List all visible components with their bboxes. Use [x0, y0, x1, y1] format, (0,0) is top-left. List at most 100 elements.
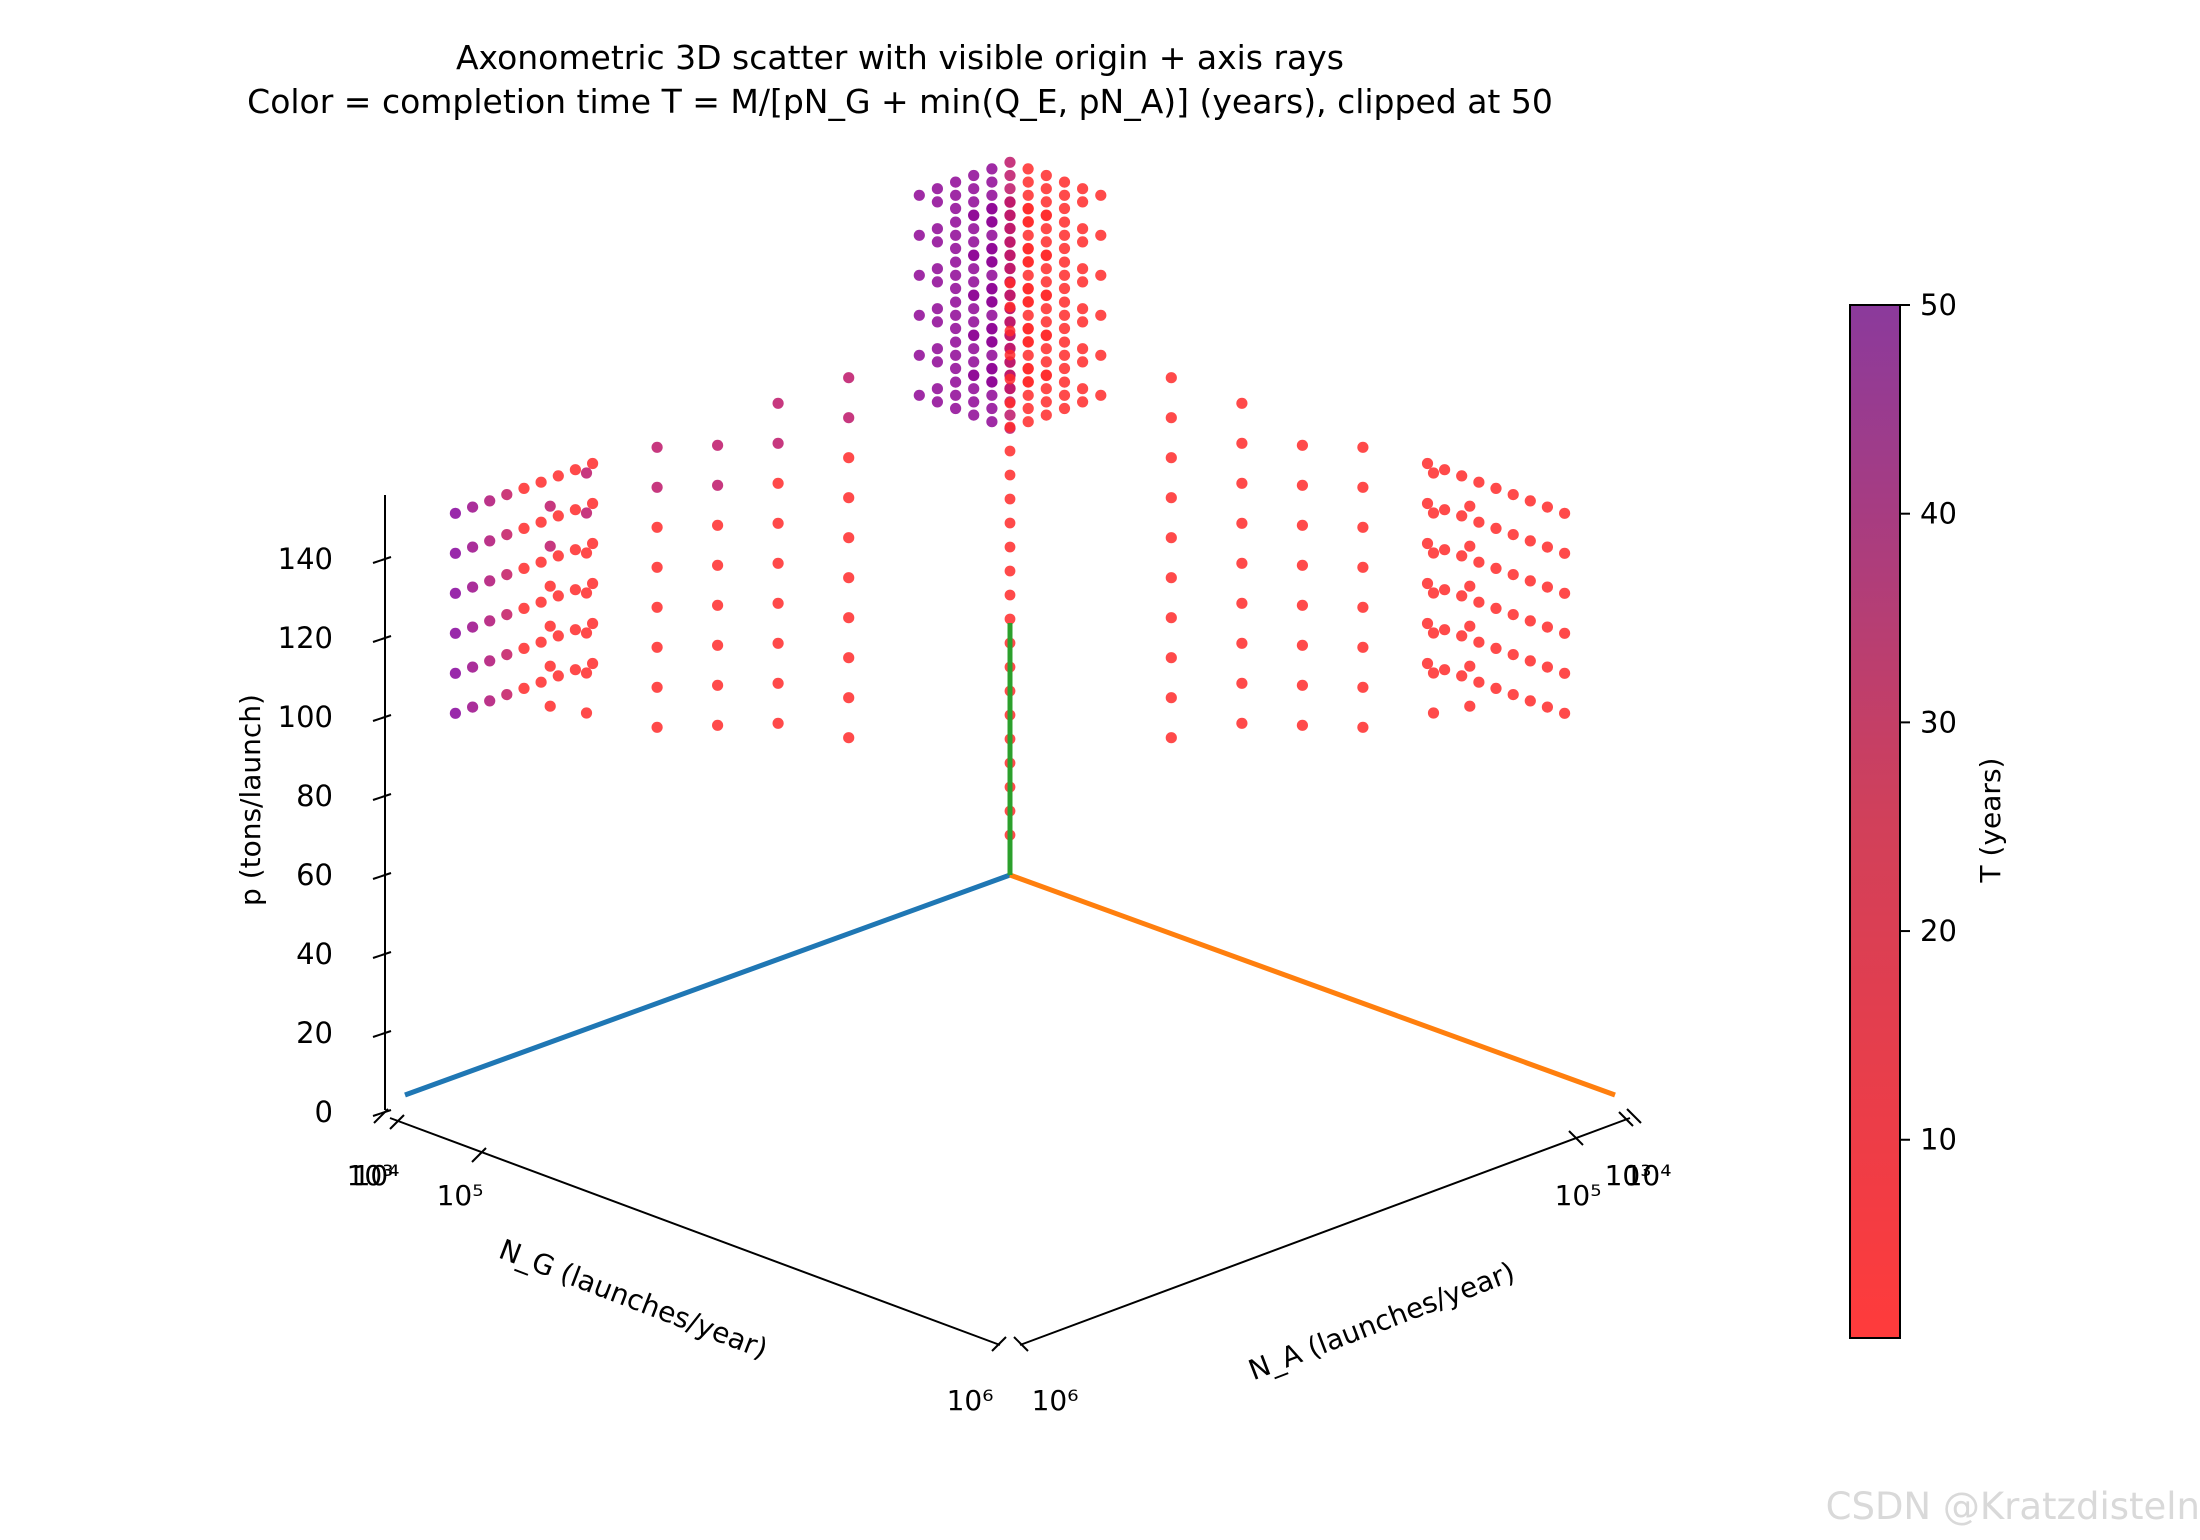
data-point: [1095, 349, 1107, 361]
data-point: [1507, 489, 1519, 501]
data-point: [1095, 389, 1107, 401]
data-point: [950, 349, 962, 361]
data-point: [950, 376, 962, 388]
data-point: [651, 481, 663, 493]
data-point: [772, 717, 784, 729]
data-point: [1165, 612, 1177, 624]
data-point: [913, 189, 925, 201]
colorbar-tick-label: 40: [1920, 497, 1957, 531]
data-point: [968, 356, 980, 368]
data-point: [1456, 630, 1468, 642]
data-point: [986, 296, 998, 308]
data-point: [1004, 183, 1016, 195]
data-point: [1004, 565, 1016, 577]
data-point: [1541, 701, 1553, 713]
data-point: [1165, 412, 1177, 424]
data-point: [772, 477, 784, 489]
data-point: [950, 309, 962, 321]
data-point: [772, 517, 784, 529]
data-point: [1004, 289, 1016, 301]
data-point: [449, 627, 461, 639]
data-point: [950, 322, 962, 335]
data-point: [1439, 464, 1451, 476]
data-point: [1456, 470, 1468, 482]
data-point: [913, 229, 925, 241]
data-point: [1427, 627, 1440, 639]
NG-tick: [471, 1147, 487, 1163]
data-point: [1022, 322, 1034, 335]
data-point: [1058, 176, 1071, 188]
data-point: [449, 547, 461, 559]
data-point: [1296, 599, 1308, 611]
data-point: [1004, 262, 1016, 274]
data-point: [535, 676, 547, 688]
data-point: [1464, 580, 1476, 592]
data-point: [484, 575, 496, 587]
data-point: [1058, 309, 1071, 321]
data-point: [1058, 389, 1071, 401]
data-point: [544, 540, 556, 552]
data-point: [772, 557, 784, 569]
data-point: [1357, 641, 1369, 653]
data-point: [651, 521, 663, 533]
data-point: [535, 636, 547, 648]
data-point: [1040, 316, 1052, 328]
data-point: [1040, 369, 1052, 381]
data-point: [449, 707, 461, 719]
data-point: [986, 242, 998, 255]
data-point: [1296, 719, 1308, 731]
data-point: [484, 655, 496, 667]
data-point: [1058, 402, 1071, 415]
data-point: [968, 329, 980, 341]
data-point: [569, 544, 582, 556]
z-tick: [372, 1109, 392, 1117]
NA-tick: [1013, 1336, 1029, 1352]
data-point: [552, 550, 564, 562]
data-point: [1077, 356, 1089, 368]
data-point: [1559, 507, 1571, 519]
data-point: [1058, 269, 1071, 281]
data-point: [950, 336, 962, 348]
data-point: [587, 457, 599, 470]
data-point: [712, 439, 724, 451]
data-point: [518, 682, 530, 695]
data-point: [1357, 561, 1369, 573]
data-point: [1357, 521, 1369, 533]
data-point: [1004, 589, 1016, 601]
data-point: [843, 652, 855, 664]
data-point: [1296, 559, 1308, 571]
data-point: [544, 580, 556, 592]
data-point: [1559, 667, 1571, 679]
data-point: [552, 670, 564, 682]
data-point: [968, 369, 980, 381]
colorbar-label: T (years): [1974, 758, 2007, 884]
data-point: [1357, 721, 1369, 733]
data-point: [986, 416, 998, 428]
z-tick-label: 60: [296, 858, 333, 892]
data-point: [1004, 613, 1016, 625]
data-point: [931, 316, 944, 328]
data-point: [1022, 416, 1034, 428]
data-point: [580, 507, 593, 519]
data-point: [1058, 242, 1071, 255]
data-point: [968, 169, 980, 182]
data-point: [986, 216, 998, 228]
data-point: [1004, 209, 1016, 221]
NA-tick-label: 10⁴: [1625, 1159, 1672, 1192]
z-tick-label: 120: [278, 621, 333, 655]
data-point: [1004, 469, 1016, 481]
data-point: [1296, 439, 1308, 451]
data-point: [986, 269, 998, 281]
data-point: [1507, 689, 1519, 701]
data-point: [1040, 343, 1052, 355]
data-point: [1022, 229, 1034, 241]
data-point: [1165, 532, 1177, 544]
data-point: [484, 615, 496, 627]
data-point: [968, 383, 980, 395]
data-point: [968, 289, 980, 301]
data-point: [544, 700, 556, 712]
data-point: [843, 732, 855, 744]
data-point: [1004, 493, 1016, 505]
colorbar: 10 20 30 40 50 T (years): [1849, 288, 2007, 1339]
